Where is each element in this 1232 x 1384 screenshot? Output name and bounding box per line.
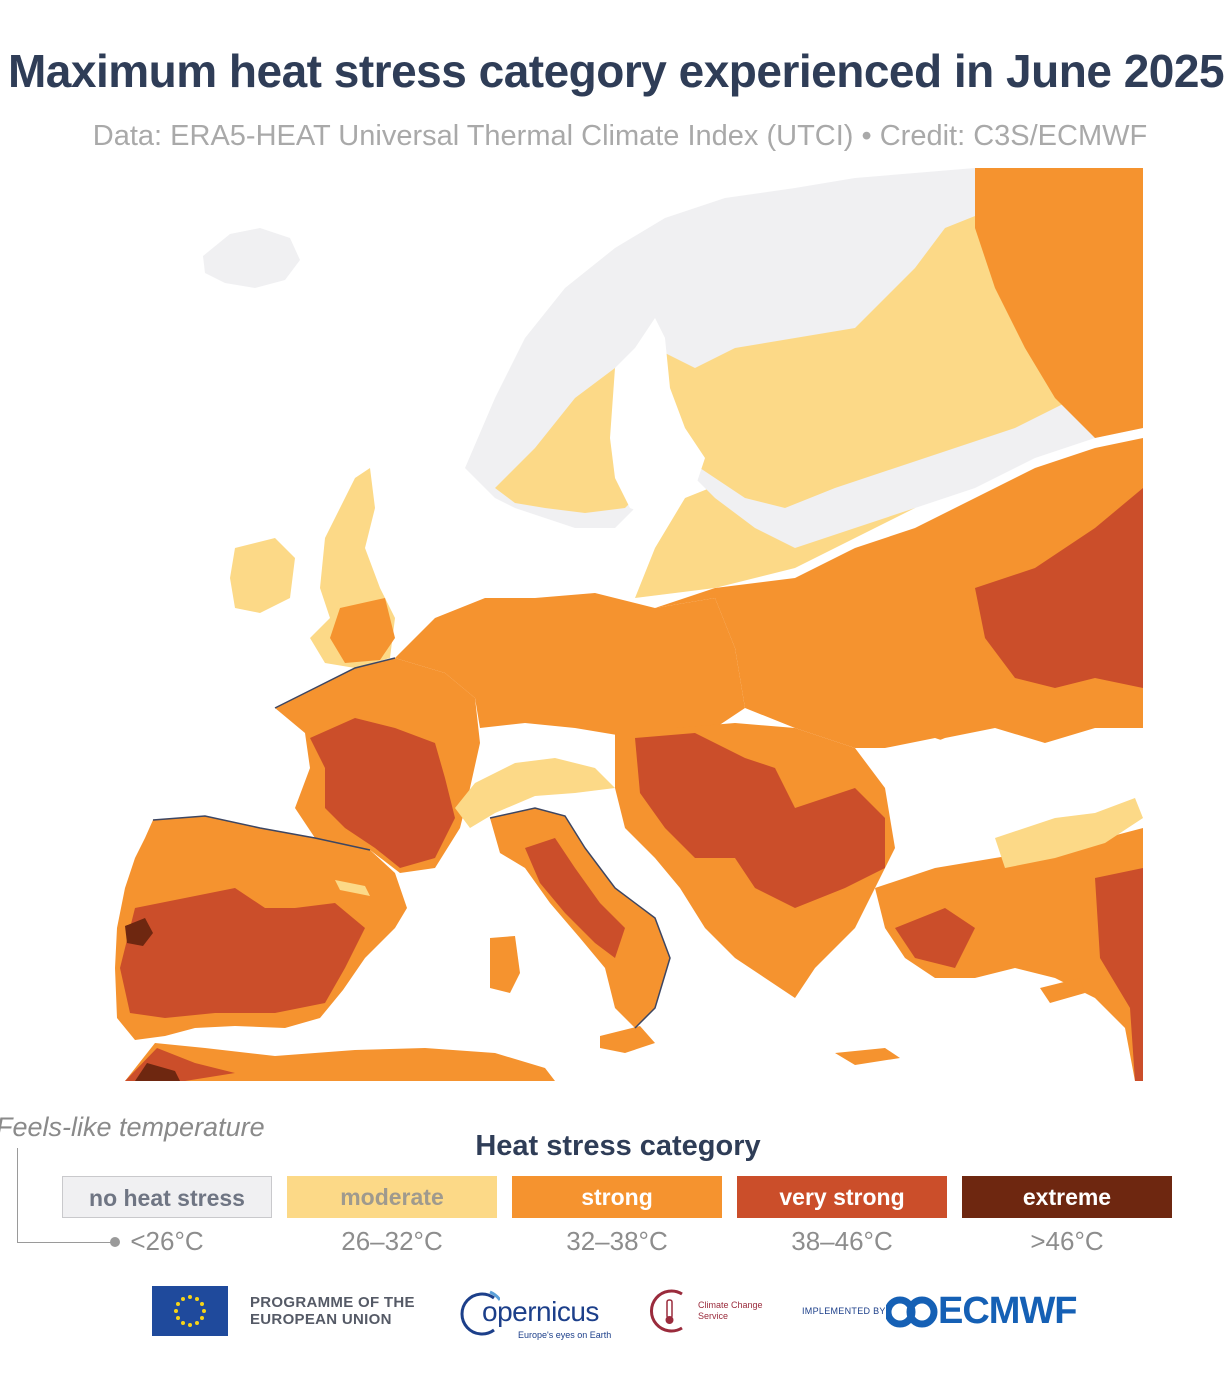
iberia-very-strong xyxy=(120,888,365,1018)
russia-north-strong xyxy=(975,168,1143,438)
france-very-strong xyxy=(310,718,455,868)
levant-very-strong xyxy=(1095,868,1143,1081)
legend-swatch-strong: strong xyxy=(512,1176,722,1218)
c3s-logo: Climate Change Service xyxy=(646,1286,776,1338)
footer-logos: PROGRAMME OF THE EUROPEAN UNION opernicu… xyxy=(0,1282,1232,1342)
heat-stress-map xyxy=(95,168,1143,1081)
north-africa-land xyxy=(125,1043,555,1081)
anatolia-moderate xyxy=(995,798,1143,868)
copernicus-logo: opernicus Europe's eyes on Earth xyxy=(460,1286,612,1340)
legend-swatch-no-heat-stress: no heat stress xyxy=(62,1176,272,1218)
baltic-sea xyxy=(610,318,705,518)
eu-programme-text: PROGRAMME OF THE EUROPEAN UNION xyxy=(250,1294,415,1328)
eu-flag-icon xyxy=(152,1286,228,1336)
iberia-extreme xyxy=(125,918,153,946)
legend-range-moderate: 26–32°C xyxy=(341,1226,443,1256)
anatolia-very-strong xyxy=(895,908,975,968)
feels-like-bracket xyxy=(17,1148,112,1243)
balkans-very-strong xyxy=(635,733,885,908)
legend-range-very-strong: 38–46°C xyxy=(791,1226,893,1256)
britain-strong xyxy=(330,598,395,663)
feels-like-dot xyxy=(110,1237,120,1247)
page-title: Maximum heat stress category experienced… xyxy=(7,45,1225,97)
implemented-by-text: IMPLEMENTED BY xyxy=(802,1306,886,1316)
feels-like-label: Feels-like temperature xyxy=(0,1112,265,1142)
iceland-land xyxy=(203,228,300,288)
italy-very-strong xyxy=(525,838,625,958)
legend-swatch-moderate: moderate xyxy=(287,1176,497,1218)
anatolia-land xyxy=(875,828,1143,1081)
legend-range-extreme: >46°C xyxy=(1030,1226,1104,1256)
sicily xyxy=(600,1026,655,1053)
data-credit-subtitle: Data: ERA5-HEAT Universal Thermal Climat… xyxy=(92,120,1148,152)
north-africa-extreme xyxy=(135,1063,180,1081)
eastern-europe-very-strong xyxy=(975,488,1143,688)
legend-swatch-extreme: extreme xyxy=(962,1176,1172,1218)
ireland-land xyxy=(230,538,295,613)
cyprus xyxy=(1040,978,1085,1003)
legend-title: Heat stress category xyxy=(475,1130,761,1162)
copernicus-name: opernicus xyxy=(482,1296,599,1327)
crete xyxy=(835,1048,900,1065)
ecmwf-logo: ECMWF xyxy=(886,1288,1096,1334)
alps-moderate xyxy=(455,758,615,828)
iberia-moderate xyxy=(335,880,370,896)
map-coastlines xyxy=(152,657,671,1029)
c3s-name: Climate Change Service xyxy=(698,1300,763,1321)
copernicus-tagline: Europe's eyes on Earth xyxy=(518,1330,612,1340)
legend-range-no-heat-stress: <26°C xyxy=(130,1226,204,1256)
legend-range-strong: 32–38°C xyxy=(566,1226,668,1256)
legend-swatch-very-strong: very strong xyxy=(737,1176,947,1218)
ecmwf-name: ECMWF xyxy=(938,1290,1078,1332)
central-europe-land xyxy=(395,593,745,738)
black-sea xyxy=(895,728,1135,828)
sardinia xyxy=(490,936,520,993)
